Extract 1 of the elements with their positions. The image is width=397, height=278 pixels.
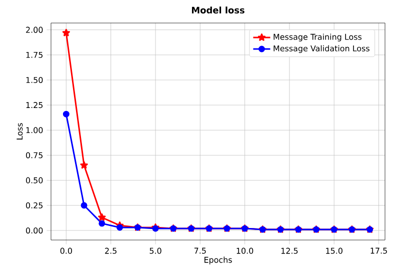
chart-title: Model loss	[192, 6, 244, 14]
